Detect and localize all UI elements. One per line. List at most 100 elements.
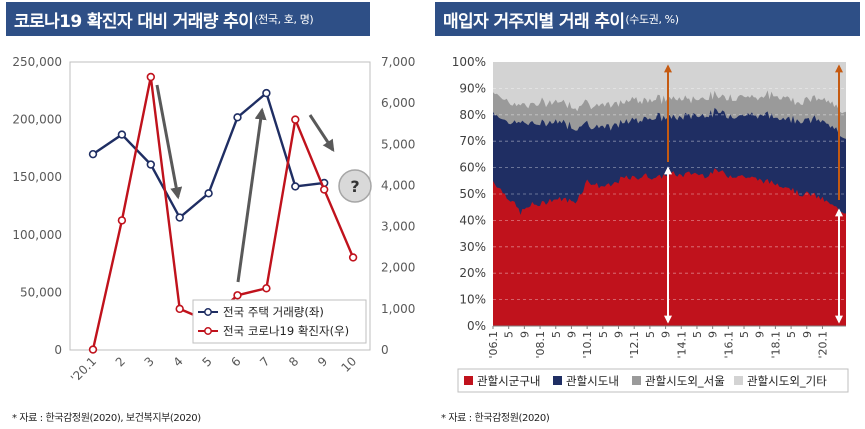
right-chart: 0%10%20%30%40%50%60%70%80%90%100% '06.1 5…	[452, 55, 849, 393]
left-y-tick-label: 50,000	[20, 285, 62, 299]
right-y-tick-label: 30%	[459, 240, 486, 254]
right-y-axis: 0% 10% 20% 30% 40% 50% 60% 70% 80% 90% 100%	[452, 55, 486, 333]
housing-transactions-point	[117, 130, 127, 139]
left-y-tick-label: 150,000	[12, 170, 62, 184]
right-x-tick-label: 9	[754, 331, 767, 338]
right-y-tick-label: 50%	[459, 187, 486, 201]
left-y-axis-right: 0 1,000 2,000 3,000 4,000 5,000 6,000 7,000	[381, 55, 415, 357]
covid-cases-point	[233, 291, 242, 300]
right-legend-swatch	[553, 376, 562, 385]
right-legend-label: 관할시도외_기타	[747, 374, 827, 388]
right-y-tick-label: 70%	[459, 134, 486, 148]
left-source-note: * 자료 : 한국감정원(2020), 보건복지부(2020)	[12, 413, 201, 424]
right-x-tick-label: '18.1	[769, 331, 782, 359]
right-x-tick-label: 5	[644, 331, 657, 338]
right-y-tick-label: 100%	[452, 55, 486, 69]
covid-cases-point	[320, 185, 329, 194]
legend-marker-covid	[204, 327, 212, 335]
housing-transactions-point	[262, 88, 271, 98]
left-x-tick-label: 9	[315, 354, 330, 369]
covid-cases-point	[175, 304, 184, 314]
right-x-tick-label: '10.1	[581, 331, 594, 359]
covid-cases-point	[88, 345, 98, 354]
right-x-tick-label: 5	[738, 331, 751, 338]
right-source-note: * 자료 : 한국감정원(2020)	[441, 413, 550, 424]
housing-transactions-point	[233, 113, 242, 122]
right-legend-swatch	[632, 376, 641, 385]
left-x-tick-label: 8	[286, 354, 301, 369]
right-x-tick-label: '12.1	[628, 331, 641, 359]
left-chart: 0 50,000 100,000 150,000 200,000 250,000 0 1,0…	[12, 55, 415, 385]
left-y-tick-label: 100,000	[12, 228, 62, 242]
right-y-tick-label: 6,000	[381, 96, 415, 110]
right-y-tick-label: 7,000	[381, 55, 415, 69]
right-y-tick-label: 0	[381, 343, 389, 357]
left-x-tick-label: '20.1	[68, 354, 99, 385]
left-y-axis-left: 0 50,000 100,000 150,000 200,000 250,000	[12, 55, 62, 357]
right-x-tick-label: 9	[565, 331, 578, 338]
covid-cases-point	[262, 284, 271, 293]
housing-transactions-point	[175, 213, 184, 222]
right-x-tick-label: 9	[518, 331, 531, 338]
left-x-tick-label: 3	[142, 354, 157, 369]
left-y-tick-label: 0	[54, 343, 62, 357]
right-x-tick-label: '08.1	[534, 331, 547, 359]
right-y-tick-label: 10%	[459, 293, 486, 307]
right-x-tick-label: '06.1	[487, 331, 500, 359]
housing-transactions-point	[88, 149, 98, 159]
left-panel-header: 코로나19 확진자 대비 거래량 추이 (전국, 호, 명)	[6, 2, 370, 36]
covid-cases-point	[117, 216, 127, 225]
right-y-tick-label: 0%	[467, 319, 486, 333]
right-chart-subtitle: (수도권, %)	[625, 13, 679, 26]
left-y-tick-label: 200,000	[12, 113, 62, 127]
right-y-tick-label: 1,000	[381, 302, 415, 316]
right-y-tick-label: 60%	[459, 161, 486, 175]
right-x-tick-label: 5	[597, 331, 610, 338]
right-y-tick-label: 40%	[459, 213, 486, 227]
left-legend-box	[192, 299, 367, 344]
right-x-tick-label: 5	[691, 331, 704, 338]
right-x-tick-label: 5	[550, 331, 563, 338]
housing-transactions-point	[146, 160, 156, 169]
legend-label-covid: 전국 코로나19 확진자(우)	[223, 324, 349, 338]
question-mark: ?	[350, 177, 359, 196]
right-x-tick-label: 9	[707, 331, 720, 338]
left-chart-title: 코로나19 확진자 대비 거래량 추이	[14, 11, 254, 32]
right-y-tick-label: 2,000	[381, 261, 415, 275]
legend-marker-housing	[204, 308, 212, 316]
right-x-tick-label: 9	[801, 331, 814, 338]
right-legend-box	[457, 368, 849, 393]
left-x-tick-label: 2	[113, 354, 128, 369]
left-x-tick-label: 7	[257, 354, 272, 369]
right-x-tick-label: '20.1	[816, 331, 829, 359]
right-y-tick-label: 90%	[459, 81, 486, 95]
legend-label-housing: 전국 주택 거래량(좌)	[223, 305, 324, 319]
covid-cases-point	[146, 72, 156, 82]
right-x-tick-label: '16.1	[722, 331, 735, 359]
right-legend-label: 관할시도외_서울	[645, 374, 725, 388]
left-legend: 전국 주택 거래량(좌) 전국 코로나19 확진자(우)	[192, 299, 367, 344]
housing-transactions-point	[204, 189, 213, 198]
covid-cases-point	[348, 253, 358, 262]
right-legend: 관할시군구내 관할시도내 관할시도외_서울 관할시도외_기타	[457, 368, 849, 393]
left-y-tick-label: 250,000	[12, 55, 62, 69]
right-x-tick-label: 9	[660, 331, 673, 338]
trend-arrow-down-1	[155, 84, 183, 200]
right-y-tick-label: 20%	[459, 266, 486, 280]
left-x-axis: '20.1 2 3 4 5 6 7 8 9 10	[68, 354, 359, 385]
right-y-tick-label: 5,000	[381, 137, 415, 151]
right-legend-label: 관할시도내	[566, 374, 619, 388]
right-y-tick-label: 4,000	[381, 178, 415, 192]
trend-arrow-up	[236, 107, 267, 283]
housing-transactions-point	[291, 182, 300, 191]
left-chart-subtitle: (전국, 호, 명)	[254, 13, 314, 26]
right-panel-header: 매입자 거주지별 거래 추이 (수도권, %)	[435, 2, 860, 36]
right-y-tick-label: 80%	[459, 108, 486, 122]
right-x-tick-label: 5	[503, 331, 516, 338]
right-legend-swatch	[734, 376, 743, 385]
right-legend-swatch	[464, 376, 473, 385]
right-x-tick-label: 9	[613, 331, 626, 338]
left-x-tick-label: 4	[171, 354, 186, 369]
left-x-tick-label: 5	[199, 354, 214, 369]
